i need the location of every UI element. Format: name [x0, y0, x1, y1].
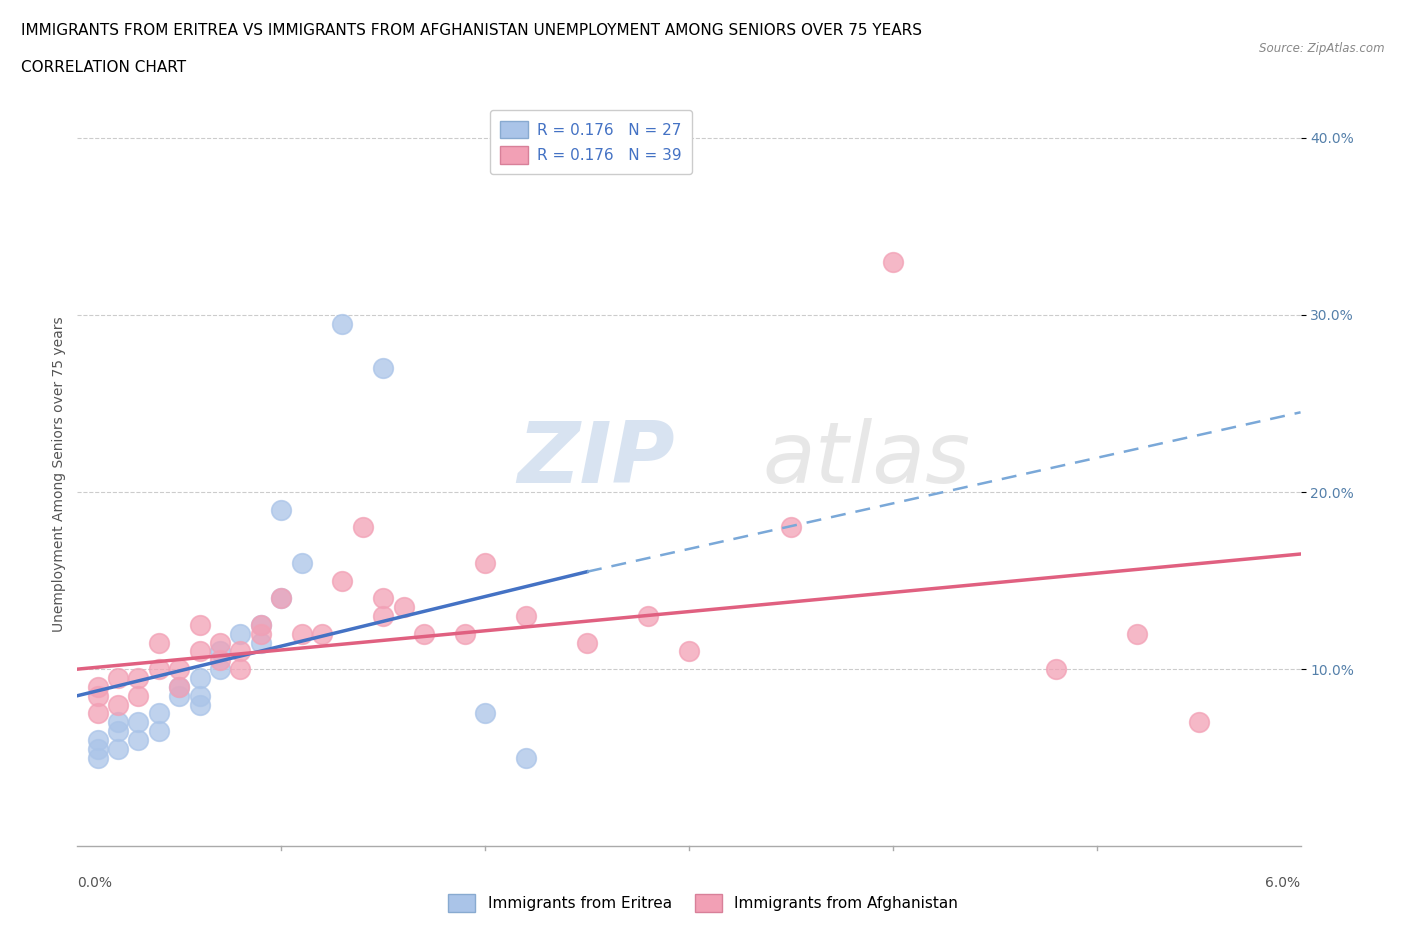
Point	[332, 316, 354, 331]
Point	[371, 361, 394, 376]
Point	[107, 671, 129, 685]
Point	[87, 680, 110, 695]
Point	[291, 626, 314, 641]
Legend: R = 0.176   N = 27, R = 0.176   N = 39: R = 0.176 N = 27, R = 0.176 N = 39	[489, 110, 692, 174]
Point	[107, 715, 129, 730]
Point	[311, 626, 333, 641]
Point	[209, 644, 232, 658]
Point	[332, 573, 354, 588]
Point	[209, 653, 232, 668]
Point	[352, 520, 374, 535]
Point	[87, 741, 110, 756]
Text: Source: ZipAtlas.com: Source: ZipAtlas.com	[1260, 42, 1385, 55]
Point	[1188, 715, 1211, 730]
Point	[87, 706, 110, 721]
Point	[128, 671, 150, 685]
Point	[107, 698, 129, 712]
Point	[188, 688, 211, 703]
Point	[1045, 662, 1067, 677]
Point	[637, 608, 659, 623]
Point	[882, 254, 904, 269]
Text: ZIP: ZIP	[517, 418, 675, 501]
Point	[250, 618, 273, 632]
Y-axis label: Unemployment Among Seniors over 75 years: Unemployment Among Seniors over 75 years	[52, 316, 66, 632]
Point	[148, 662, 170, 677]
Point	[250, 635, 273, 650]
Point	[128, 715, 150, 730]
Point	[188, 618, 211, 632]
Point	[515, 751, 537, 765]
Point	[148, 635, 170, 650]
Point	[250, 626, 273, 641]
Point	[250, 618, 273, 632]
Point	[209, 662, 232, 677]
Point	[474, 555, 496, 570]
Point	[87, 688, 110, 703]
Point	[169, 662, 191, 677]
Point	[270, 591, 292, 605]
Point	[576, 635, 599, 650]
Point	[229, 644, 252, 658]
Point	[371, 591, 394, 605]
Legend: Immigrants from Eritrea, Immigrants from Afghanistan: Immigrants from Eritrea, Immigrants from…	[441, 888, 965, 918]
Point	[780, 520, 803, 535]
Point	[87, 751, 110, 765]
Point	[1126, 626, 1149, 641]
Point	[169, 680, 191, 695]
Point	[128, 688, 150, 703]
Point	[392, 600, 415, 615]
Point	[515, 608, 537, 623]
Point	[474, 706, 496, 721]
Point	[270, 502, 292, 517]
Point	[229, 626, 252, 641]
Point	[148, 706, 170, 721]
Text: IMMIGRANTS FROM ERITREA VS IMMIGRANTS FROM AFGHANISTAN UNEMPLOYMENT AMONG SENIOR: IMMIGRANTS FROM ERITREA VS IMMIGRANTS FR…	[21, 23, 922, 38]
Point	[148, 724, 170, 738]
Point	[188, 698, 211, 712]
Point	[188, 671, 211, 685]
Point	[188, 644, 211, 658]
Text: atlas: atlas	[762, 418, 970, 501]
Point	[291, 555, 314, 570]
Point	[229, 662, 252, 677]
Text: CORRELATION CHART: CORRELATION CHART	[21, 60, 186, 75]
Text: 0.0%: 0.0%	[77, 876, 112, 890]
Text: 6.0%: 6.0%	[1265, 876, 1301, 890]
Point	[413, 626, 436, 641]
Point	[128, 733, 150, 748]
Point	[169, 688, 191, 703]
Point	[209, 635, 232, 650]
Point	[107, 724, 129, 738]
Point	[270, 591, 292, 605]
Point	[107, 741, 129, 756]
Point	[169, 680, 191, 695]
Point	[454, 626, 477, 641]
Point	[678, 644, 700, 658]
Point	[87, 733, 110, 748]
Point	[371, 608, 394, 623]
